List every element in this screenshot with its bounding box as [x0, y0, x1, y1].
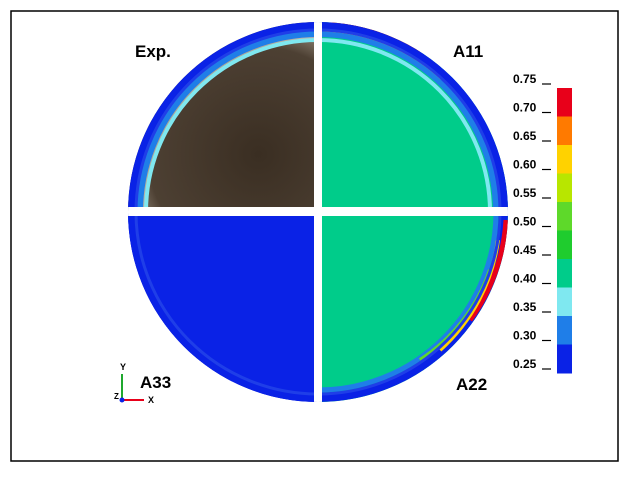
colorbar-band [557, 88, 572, 117]
panel-label: Exp. [135, 42, 171, 61]
colorbar-tick-label: 0.70 [513, 101, 537, 115]
colorbar-band [557, 202, 572, 231]
colorbar-band [557, 288, 572, 317]
colorbar-band [557, 231, 572, 260]
colorbar-tick-label: 0.75 [513, 72, 537, 86]
colorbar-tick-label: 0.40 [513, 272, 537, 286]
colorbar-band [557, 316, 572, 345]
colorbar-tick-label: 0.55 [513, 186, 537, 200]
panel-label: A22 [456, 375, 487, 394]
colorbar-tick-label: 0.45 [513, 243, 537, 257]
colorbar-tick-label: 0.50 [513, 215, 537, 229]
axis-label: X [148, 395, 154, 405]
colorbar-band [557, 117, 572, 146]
colorbar-tick-label: 0.30 [513, 329, 537, 343]
colorbar-band [557, 145, 572, 174]
panel-label: A11 [453, 42, 483, 61]
colorbar-tick-label: 0.65 [513, 129, 537, 143]
colorbar-band [557, 174, 572, 203]
axis-label: Z [114, 392, 119, 401]
panel-label: A33 [140, 373, 171, 392]
colorbar-tick-label: 0.35 [513, 300, 537, 314]
figure: Exp. A11 A22 A33 Y Z X 0.75 0.70 0.65 0.60 0… [0, 0, 629, 472]
colorbar-band [557, 345, 572, 374]
colorbar-tick-label: 0.60 [513, 158, 537, 172]
colorbar-band [557, 259, 572, 288]
axis-label: Y [120, 362, 126, 372]
colorbar-tick-label: 0.25 [513, 357, 537, 371]
